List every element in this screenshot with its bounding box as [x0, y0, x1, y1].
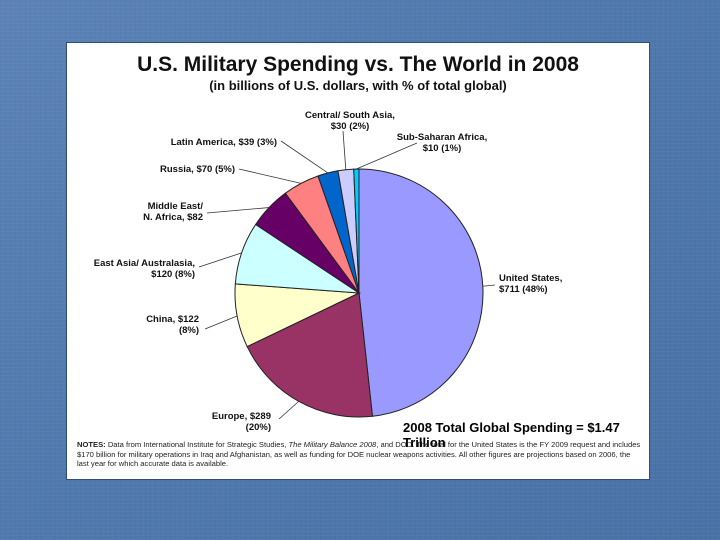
- slice-label-line-2: $120 (8%): [151, 269, 195, 280]
- leader-line-latin-america: [280, 140, 329, 174]
- slice-label-line-2: $711 (48%): [499, 284, 548, 295]
- total-spending-label: 2008 Total Global Spending = $1.47 Trill…: [403, 420, 620, 450]
- slice-label-line-1: United States,: [499, 273, 562, 284]
- leader-line-europe: [278, 401, 299, 420]
- slice-label-china: China, $122 (8%): [146, 314, 199, 336]
- leader-line-china: [204, 315, 238, 330]
- slice-label-line-2: $30 (2%): [331, 121, 370, 132]
- slice-label-line-1: Latin America, $39 (3%): [171, 137, 277, 148]
- pie-chart: United States, $711 (48%) Europe, $289 (20%…: [94, 110, 563, 433]
- leader-line-russia: [238, 168, 302, 184]
- notes-text-part-1: Data from International Institute for St…: [105, 440, 289, 449]
- leader-line-middle-east-n-africa: [206, 207, 270, 214]
- slice-label-line-1: China, $122: [146, 314, 199, 325]
- slice-label-united-states: United States, $711 (48%): [499, 273, 562, 295]
- slice-label-line-2: N. Africa, $82: [143, 212, 203, 223]
- slice-label-east-asia-australasia: East Asia/ Australasia, $120 (8%): [94, 258, 195, 280]
- notes-text-part-2: , and DOD. The total for the United Stat…: [77, 440, 641, 469]
- slice-label-line-1: Middle East/: [148, 201, 204, 212]
- notes-text: NOTES: Data from International Institute…: [77, 440, 643, 469]
- slice-label-latin-america: Latin America, $39 (3%): [171, 137, 277, 148]
- slice-label-central-south-asia: Central/ South Asia, $30 (2%): [305, 110, 395, 132]
- pie-slice-europe: [246, 292, 374, 418]
- slice-label-europe: Europe, $289 (20%): [212, 411, 271, 433]
- leader-line-united-states: [482, 284, 496, 287]
- slice-label-line-2: (8%): [179, 325, 199, 336]
- leader-line-sub-saharan-africa: [356, 142, 418, 170]
- slice-label-line-2: $10 (1%): [423, 143, 462, 154]
- slice-label-line-1: Central/ South Asia,: [305, 110, 395, 121]
- notes-label: NOTES:: [77, 440, 106, 449]
- slice-label-line-1: East Asia/ Australasia,: [94, 258, 195, 269]
- slice-label-russia: Russia, $70 (5%): [160, 164, 235, 175]
- chart-panel: U.S. Military Spending vs. The World in …: [66, 42, 650, 480]
- chart-title: U.S. Military Spending vs. The World in …: [137, 53, 579, 76]
- slice-label-line-1: Europe, $289: [212, 411, 271, 422]
- slice-label-line-1: Sub-Saharan Africa,: [397, 132, 487, 143]
- slice-label-line-2: (20%): [246, 422, 271, 433]
- slice-label-middle-east-n-africa: Middle East/N. Africa, $82: [143, 201, 203, 223]
- leader-line-central-south-asia: [342, 130, 347, 170]
- pie-slice-united-states: [358, 168, 484, 417]
- leader-line-east-asia-australasia: [198, 252, 242, 268]
- slice-label-sub-saharan-africa: Sub-Saharan Africa, $10 (1%): [397, 132, 487, 154]
- slice-label-line-1: Russia, $70 (5%): [160, 164, 235, 175]
- notes-source-title: The Military Balance 2008: [288, 440, 377, 449]
- pie-slice-sub-saharan-africa: [353, 168, 360, 294]
- chart-subtitle: (in billions of U.S. dollars, with % of …: [209, 78, 507, 93]
